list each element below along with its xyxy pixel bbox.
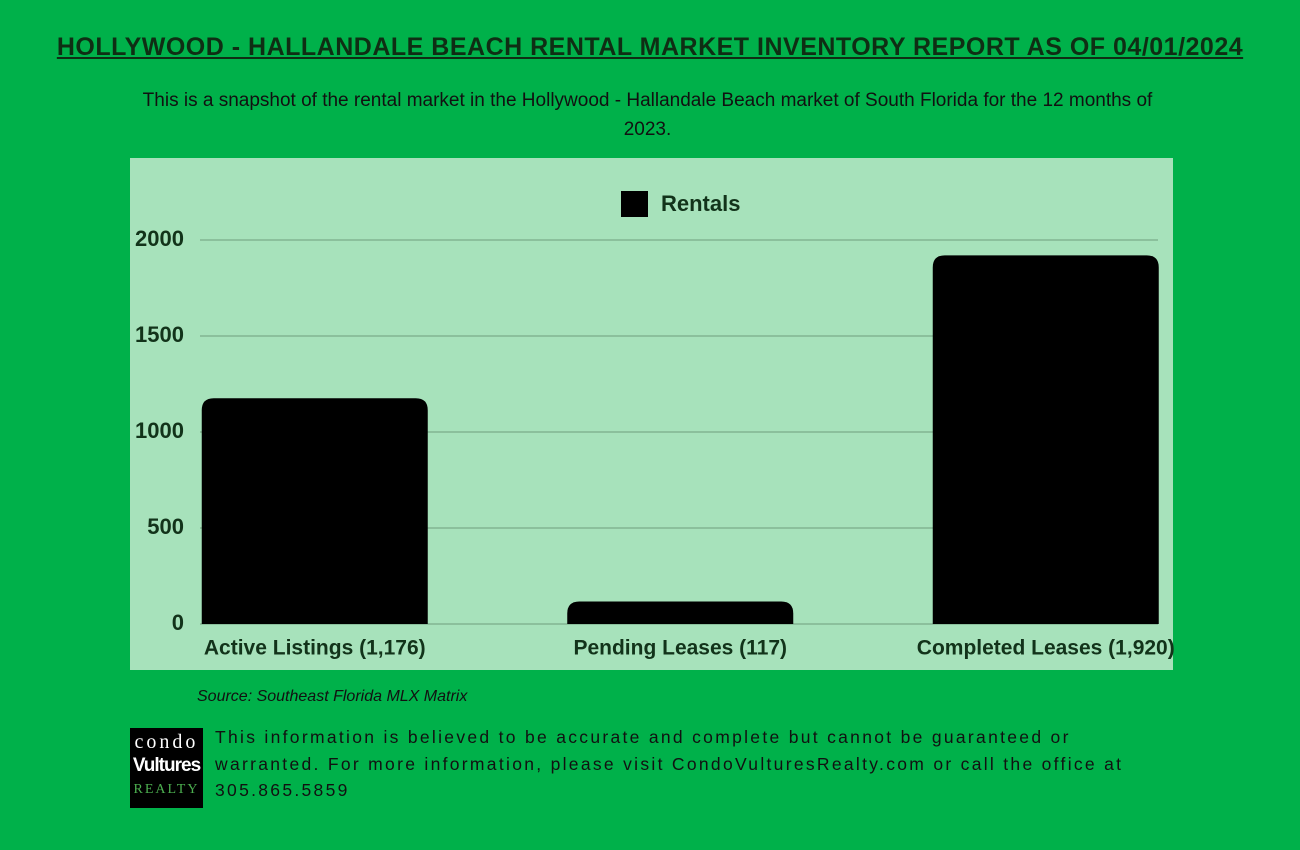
plot: 0 500 1000 1500 2000 Rentals Active Listings (… <box>135 191 1175 660</box>
y-tick-label: 500 <box>147 514 184 539</box>
logo-text: condo <box>134 731 199 753</box>
logo-text: REALTY <box>133 782 200 797</box>
chart-subtitle: This is a snapshot of the rental market … <box>142 90 1153 140</box>
x-tick-label: Pending Leases (117) <box>573 637 787 660</box>
y-tick-label: 1000 <box>135 418 184 443</box>
bar <box>932 255 1159 625</box>
chart-title: HOLLYWOOD - HALLANDALE BEACH RENTAL MARK… <box>56 33 1244 61</box>
disclaimer: This information is believed to be accur… <box>215 727 1124 800</box>
x-tick-label: Completed Leases (1,920) <box>917 637 1175 660</box>
bar <box>201 398 428 624</box>
source: Source: Southeast Florida MLX Matrix <box>197 688 468 705</box>
bar <box>567 601 794 624</box>
x-tick-label: Active Listings (1,176) <box>204 637 426 660</box>
y-tick-label: 1500 <box>135 322 184 347</box>
logo-text: Vultures <box>132 755 201 776</box>
logo: condo Vultures REALTY <box>130 728 203 808</box>
legend-swatch <box>621 191 648 217</box>
y-tick-label: 0 <box>172 610 184 635</box>
legend-label: Rentals <box>661 191 740 216</box>
y-tick-label: 2000 <box>135 226 184 251</box>
